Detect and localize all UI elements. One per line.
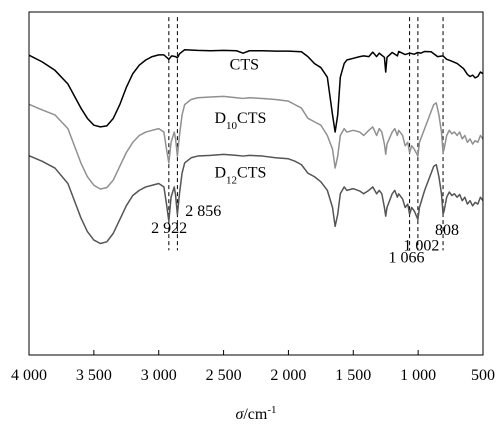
peak-label: 1 066 bbox=[388, 249, 424, 266]
x-tick-label: 2 000 bbox=[270, 367, 306, 384]
series-line-d10cts bbox=[28, 95, 484, 190]
x-axis-unit: /cm bbox=[243, 406, 268, 423]
x-tick-label: 2 500 bbox=[206, 367, 242, 384]
x-tick-label: 1 000 bbox=[400, 367, 436, 384]
series-label-layer: CTS D10CTS D12CTS bbox=[214, 56, 266, 186]
series-line-cts bbox=[28, 48, 484, 133]
x-tick-label: 3 000 bbox=[141, 367, 177, 384]
series-layer bbox=[28, 48, 484, 245]
peak-label: 1 002 bbox=[403, 237, 439, 254]
x-axis-symbol: σ bbox=[235, 406, 244, 423]
x-tick-label: 1 500 bbox=[335, 367, 371, 384]
peak-label: 808 bbox=[435, 222, 459, 239]
x-axis-label: σ/cm-1 bbox=[235, 404, 276, 423]
x-tick-label: 500 bbox=[471, 367, 495, 384]
series-line-d12cts bbox=[28, 153, 484, 245]
x-tick-label: 4 000 bbox=[11, 367, 47, 384]
x-tick-label: 3 500 bbox=[76, 367, 112, 384]
series-label-cts: CTS bbox=[230, 56, 259, 73]
x-axis: 4 000 3 500 3 000 2 500 2 000 1 500 1 000 500 bbox=[11, 350, 495, 384]
peak-label: 2 922 bbox=[151, 220, 187, 237]
peak-label: 2 856 bbox=[185, 203, 221, 220]
series-label-d10cts: D10CTS bbox=[214, 110, 266, 132]
series-label-d12cts: D12CTS bbox=[214, 164, 266, 186]
x-axis-unit-exponent: -1 bbox=[267, 404, 276, 416]
plot-frame bbox=[28, 11, 484, 356]
